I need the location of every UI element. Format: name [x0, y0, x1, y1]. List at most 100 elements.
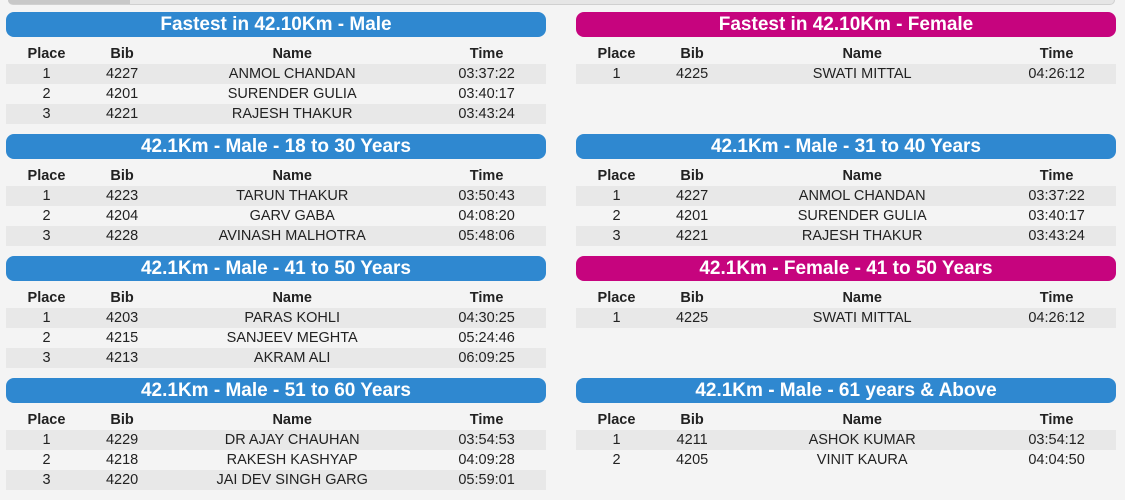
table-header-row: Place Bib Name Time [6, 289, 546, 308]
bib-cell: 4220 [87, 470, 158, 490]
results-table: Place Bib Name Time 1 4227 ANMOL CHANDAN 03:37:… [6, 45, 546, 124]
bib-cell: 4201 [657, 206, 728, 226]
place-header: Place [597, 168, 636, 184]
bib-cell: 4227 [657, 186, 728, 206]
category-block: Fastest in 42.10Km - Female Place Bib Name T… [576, 12, 1116, 134]
bib-cell: 4205 [657, 450, 728, 470]
category-block: Fastest in 42.10Km - Male Place Bib Name Tim… [6, 12, 546, 134]
bib-cell: 4225 [657, 308, 728, 328]
table-row: 3 4221 RAJESH THAKUR 03:43:24 [6, 104, 546, 124]
table-header-row: Place Bib Name Time [6, 167, 546, 186]
category-block: 42.1Km - Male - 18 to 30 Years Place Bib Na… [6, 134, 546, 256]
bib-header: Bib [110, 290, 134, 306]
category-title: 42.1Km - Male - 61 years & Above [576, 378, 1116, 403]
table-row: 1 4229 DR AJAY CHAUHAN 03:54:53 [6, 430, 546, 450]
name-cell: SWATI MITTAL [727, 308, 998, 328]
time-cell: 04:08:20 [427, 206, 546, 226]
place-header: Place [597, 290, 636, 306]
name-cell: SURENDER GULIA [727, 206, 998, 226]
place-cell: 3 [6, 226, 87, 246]
time-cell: 05:24:46 [427, 328, 546, 348]
name-header: Name [272, 168, 312, 184]
time-cell: 03:54:53 [427, 430, 546, 450]
time-header: Time [1039, 46, 1074, 62]
name-cell: DR AJAY CHAUHAN [157, 430, 428, 450]
time-cell: 03:50:43 [427, 186, 546, 206]
category-title: 42.1Km - Male - 31 to 40 Years [576, 134, 1116, 159]
bib-cell: 4201 [87, 84, 158, 104]
table-header-row: Place Bib Name Time [576, 411, 1116, 430]
scrollbar-thumb[interactable] [8, 0, 130, 4]
name-header: Name [272, 412, 312, 428]
name-cell: SURENDER GULIA [157, 84, 428, 104]
table-row: 2 4204 GARV GABA 04:08:20 [6, 206, 546, 226]
table-row: 1 4223 TARUN THAKUR 03:50:43 [6, 186, 546, 206]
time-cell: 03:40:17 [997, 206, 1116, 226]
place-header: Place [597, 46, 636, 62]
time-header: Time [469, 46, 504, 62]
table-row: 1 4203 PARAS KOHLI 04:30:25 [6, 308, 546, 328]
place-header: Place [27, 168, 66, 184]
table-row: 2 4205 VINIT KAURA 04:04:50 [576, 450, 1116, 470]
bib-cell: 4229 [87, 430, 158, 450]
place-header: Place [27, 412, 66, 428]
bib-cell: 4221 [87, 104, 158, 124]
name-header: Name [272, 46, 312, 62]
place-cell: 3 [6, 104, 87, 124]
time-cell: 03:43:24 [427, 104, 546, 124]
time-cell: 03:43:24 [997, 226, 1116, 246]
time-cell: 06:09:25 [427, 348, 546, 368]
horizontal-scrollbar[interactable] [0, 0, 1125, 5]
category-title: Fastest in 42.10Km - Female [576, 12, 1116, 37]
table-row: 2 4201 SURENDER GULIA 03:40:17 [576, 206, 1116, 226]
name-header: Name [842, 412, 882, 428]
time-cell: 04:09:28 [427, 450, 546, 470]
scrollbar-track[interactable] [8, 0, 1115, 5]
name-cell: ASHOK KUMAR [727, 430, 998, 450]
table-row: 2 4218 RAKESH KASHYAP 04:09:28 [6, 450, 546, 470]
place-cell: 1 [6, 64, 87, 84]
results-table: Place Bib Name Time 1 4203 PARAS KOHLI 04:30:25… [6, 289, 546, 368]
name-header: Name [272, 290, 312, 306]
table-row: 3 4228 AVINASH MALHOTRA 05:48:06 [6, 226, 546, 246]
place-cell: 1 [6, 430, 87, 450]
results-table: Place Bib Name Time 1 4229 DR AJAY CHAUHAN 03:5… [6, 411, 546, 490]
time-cell: 04:30:25 [427, 308, 546, 328]
table-row: 3 4220 JAI DEV SINGH GARG 05:59:01 [6, 470, 546, 490]
name-cell: RAJESH THAKUR [727, 226, 998, 246]
place-cell: 1 [6, 186, 87, 206]
place-cell: 2 [6, 206, 87, 226]
place-cell: 1 [576, 64, 657, 84]
bib-cell: 4221 [657, 226, 728, 246]
bib-cell: 4215 [87, 328, 158, 348]
time-header: Time [1039, 290, 1074, 306]
name-cell: TARUN THAKUR [157, 186, 428, 206]
time-header: Time [1039, 168, 1074, 184]
place-cell: 3 [6, 348, 87, 368]
bib-header: Bib [680, 46, 704, 62]
bib-cell: 4203 [87, 308, 158, 328]
category-title: 42.1Km - Male - 18 to 30 Years [6, 134, 546, 159]
bib-cell: 4225 [657, 64, 728, 84]
time-cell: 05:59:01 [427, 470, 546, 490]
table-row: 2 4201 SURENDER GULIA 03:40:17 [6, 84, 546, 104]
results-grid: Fastest in 42.10Km - Male Place Bib Name Tim… [6, 12, 1116, 500]
time-cell: 03:37:22 [427, 64, 546, 84]
results-table: Place Bib Name Time 1 4227 ANMOL CHANDAN 03:37:… [576, 167, 1116, 246]
bib-cell: 4223 [87, 186, 158, 206]
bib-cell: 4204 [87, 206, 158, 226]
place-cell: 2 [576, 450, 657, 470]
time-cell: 05:48:06 [427, 226, 546, 246]
name-cell: VINIT KAURA [727, 450, 998, 470]
name-cell: ANMOL CHANDAN [727, 186, 998, 206]
category-title: 42.1Km - Female - 41 to 50 Years [576, 256, 1116, 281]
place-cell: 1 [576, 430, 657, 450]
bib-header: Bib [680, 290, 704, 306]
table-row: 3 4213 AKRAM ALI 06:09:25 [6, 348, 546, 368]
bib-cell: 4218 [87, 450, 158, 470]
bib-cell: 4211 [657, 430, 728, 450]
time-cell: 03:54:12 [997, 430, 1116, 450]
table-header-row: Place Bib Name Time [6, 411, 546, 430]
time-header: Time [469, 412, 504, 428]
table-row: 1 4225 SWATI MITTAL 04:26:12 [576, 64, 1116, 84]
